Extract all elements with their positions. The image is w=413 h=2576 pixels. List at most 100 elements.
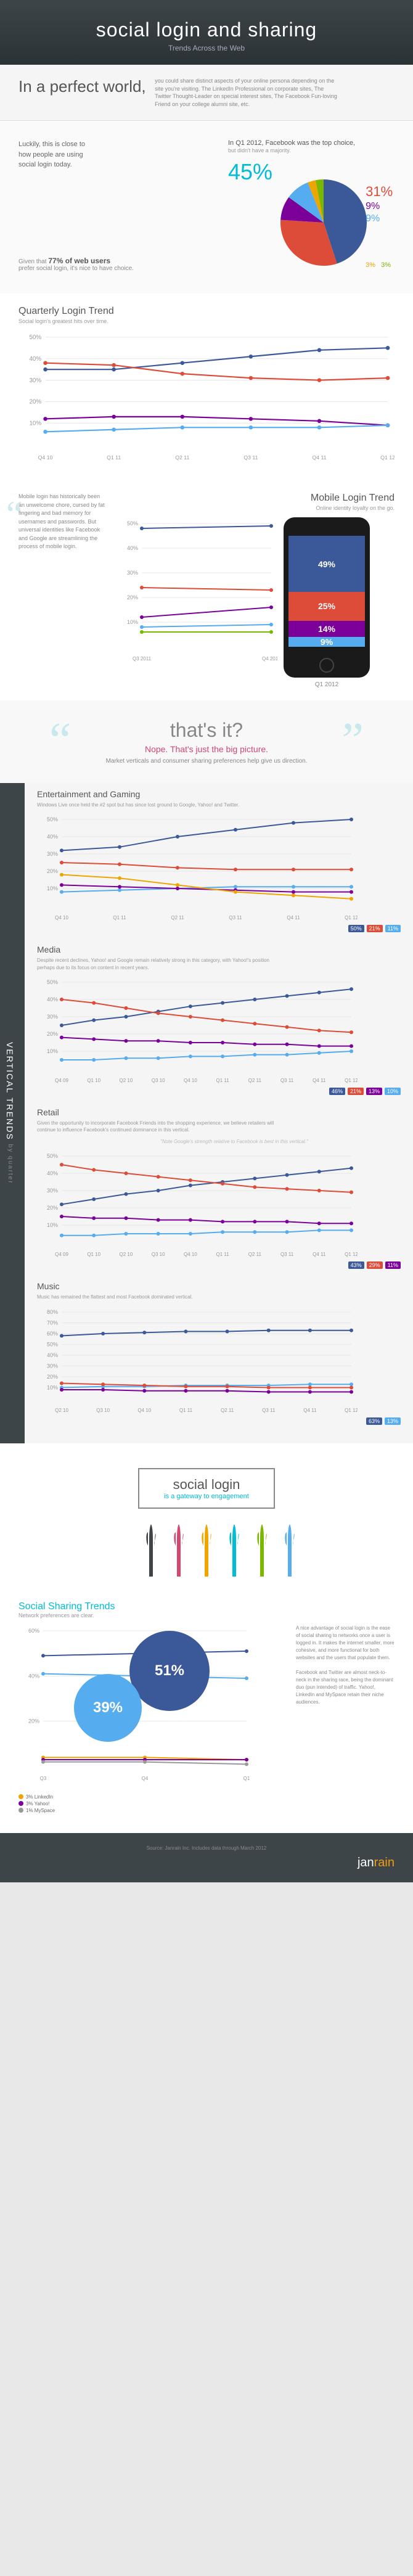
footer-source: Source: Janrain Inc. Includes data throu… <box>18 1845 395 1851</box>
svg-text:50%: 50% <box>47 1153 58 1159</box>
svg-text:20%: 20% <box>47 1031 58 1037</box>
svg-text:50%: 50% <box>127 520 138 527</box>
logo-rain: rain <box>374 1856 395 1869</box>
svg-text:40%: 40% <box>47 834 58 840</box>
phone-screen: 49%25%14%9% <box>288 536 365 647</box>
footer: Source: Janrain Inc. Includes data throu… <box>0 1833 413 1882</box>
svg-text:60%: 60% <box>28 1628 39 1634</box>
svg-text:Q2 11: Q2 11 <box>248 1078 262 1083</box>
svg-text:40%: 40% <box>47 996 58 1003</box>
sharing-title: Social Sharing Trends <box>18 1601 395 1612</box>
thats-it-desc: Market verticals and consumer sharing pr… <box>18 758 395 765</box>
svg-text:Q4 11: Q4 11 <box>303 1408 317 1413</box>
pie-side-labels: 31%9%9%3% 3% <box>366 183 395 270</box>
svg-text:Q4 11: Q4 11 <box>313 1252 326 1257</box>
svg-text:Q1 10: Q1 10 <box>87 1078 100 1083</box>
vertical-section: VERTICAL TRENDS by quarter Entertainment… <box>0 783 413 1443</box>
svg-text:40%: 40% <box>47 1170 58 1176</box>
svg-text:Q2 10: Q2 10 <box>120 1078 133 1083</box>
quarterly-block: Quarterly Login Trend Social login's gre… <box>0 293 413 480</box>
svg-text:Q1 11: Q1 11 <box>179 1408 193 1413</box>
svg-text:Q4 11: Q4 11 <box>312 455 326 461</box>
svg-text:20%: 20% <box>47 868 58 874</box>
mobile-sub: Online identity loyalty on the go. <box>117 505 395 511</box>
svg-text:50%: 50% <box>47 1341 58 1347</box>
perfect-world-body: you could share distinct aspects of your… <box>155 77 340 108</box>
svg-text:40%: 40% <box>28 1673 39 1679</box>
svg-text:Q4 11: Q4 11 <box>287 915 300 921</box>
svg-text:10%: 10% <box>47 1048 58 1054</box>
mobile-right: Mobile Login Trend Online identity loyal… <box>117 493 395 688</box>
svg-text:Q3 11: Q3 11 <box>262 1408 276 1413</box>
mobile-title: Mobile Login Trend <box>117 493 395 504</box>
prefer-pct: 77% of web users <box>48 256 110 265</box>
svg-text:30%: 30% <box>47 1188 58 1194</box>
sharing-blurb1: A nice advantage of social login is the … <box>296 1625 395 1662</box>
svg-text:50%: 50% <box>29 335 41 342</box>
svg-text:Q4 10: Q4 10 <box>184 1252 197 1257</box>
svg-text:Q1 12: Q1 12 <box>345 915 358 921</box>
svg-text:Q3: Q3 <box>40 1776 47 1781</box>
svg-text:50%: 50% <box>47 979 58 985</box>
svg-text:Q2 10: Q2 10 <box>55 1408 68 1413</box>
logo-jan: jan <box>358 1856 374 1869</box>
svg-text:20%: 20% <box>29 399 41 406</box>
sharing-section: Social Sharing Trends Network preference… <box>0 1589 413 1833</box>
svg-text:60%: 60% <box>47 1331 58 1337</box>
phone-label: Q1 2012 <box>284 681 370 688</box>
svg-text:40%: 40% <box>47 1352 58 1358</box>
svg-text:Q2 11: Q2 11 <box>248 1252 262 1257</box>
svg-text:10%: 10% <box>47 885 58 892</box>
sharing-sub: Network preferences are clear. <box>18 1612 395 1618</box>
vertical-tab-line1: VERTICAL <box>5 1042 15 1094</box>
svg-text:20%: 20% <box>47 1374 58 1380</box>
svg-text:80%: 80% <box>47 1309 58 1315</box>
svg-text:Q2 10: Q2 10 <box>120 1252 133 1257</box>
svg-text:Q3 11: Q3 11 <box>229 915 242 921</box>
gateway-title: social login <box>164 1477 249 1493</box>
svg-text:Q2 11: Q2 11 <box>175 455 189 461</box>
svg-text:10%: 10% <box>127 619 138 625</box>
svg-text:Q3 11: Q3 11 <box>280 1078 294 1083</box>
svg-text:10%: 10% <box>29 420 41 427</box>
infographic-page: social login and sharing Trends Across t… <box>0 0 413 1882</box>
header: social login and sharing Trends Across t… <box>0 0 413 65</box>
svg-text:Q3 10: Q3 10 <box>152 1252 165 1257</box>
svg-text:Q1 11: Q1 11 <box>216 1252 230 1257</box>
pie-section: Luckily, this is close to how people are… <box>0 121 413 293</box>
svg-text:Q1 12: Q1 12 <box>345 1078 358 1083</box>
svg-text:30%: 30% <box>47 851 58 857</box>
mobile-blurb: Mobile login has historically been an un… <box>18 493 105 688</box>
svg-text:40%: 40% <box>127 545 138 551</box>
svg-text:Q4: Q4 <box>142 1776 149 1781</box>
gateway-box: social login is a gateway to engagement <box>138 1468 275 1509</box>
svg-text:Q3 2011: Q3 2011 <box>133 656 152 662</box>
top-choice-text: In Q1 2012, Facebook was the top choice, <box>228 139 355 147</box>
svg-text:Q1 11: Q1 11 <box>216 1078 230 1083</box>
phone-home-button <box>319 658 334 673</box>
thats-it-section: that's it? Nope. That's just the big pic… <box>0 700 413 783</box>
thats-it-nope: Nope. That's just the big picture. <box>18 744 395 754</box>
svg-text:10%: 10% <box>47 1384 58 1390</box>
svg-text:20%: 20% <box>127 594 138 601</box>
page-subtitle: Trends Across the Web <box>12 44 401 52</box>
svg-text:Q1 12: Q1 12 <box>345 1408 358 1413</box>
pie-chart <box>271 170 376 278</box>
svg-text:Q1 11: Q1 11 <box>107 455 121 461</box>
svg-text:20%: 20% <box>47 1205 58 1211</box>
svg-text:10%: 10% <box>47 1222 58 1228</box>
svg-text:Q2 11: Q2 11 <box>221 1408 234 1413</box>
svg-text:50%: 50% <box>47 816 58 822</box>
perfect-world-heading: In a perfect world, <box>18 77 146 96</box>
vertical-tab: VERTICAL TRENDS by quarter <box>0 783 25 1443</box>
phone-mockup: 49%25%14%9% <box>284 517 370 678</box>
vertical-charts: Entertainment and GamingWindows Live onc… <box>25 783 413 1443</box>
gateway-sub: is a gateway to engagement <box>164 1493 249 1500</box>
svg-text:Q3 10: Q3 10 <box>152 1078 165 1083</box>
svg-text:20%: 20% <box>28 1718 39 1724</box>
quarterly-title: Quarterly Login Trend <box>18 306 395 317</box>
svg-text:Q4 09: Q4 09 <box>55 1078 68 1083</box>
svg-text:30%: 30% <box>47 1363 58 1369</box>
svg-text:30%: 30% <box>47 1014 58 1020</box>
phone-wrap: 49%25%14%9% Q1 2012 <box>284 517 370 688</box>
